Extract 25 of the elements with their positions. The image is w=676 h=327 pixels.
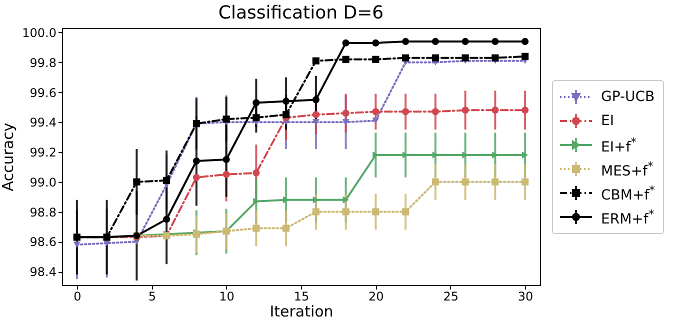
x-tick-label: 30 [518, 290, 534, 304]
x-tick-label: 15 [294, 290, 310, 304]
x-tick-label: 10 [219, 290, 234, 304]
y-tick-label: 98.6 [30, 235, 56, 250]
legend-label: ERM+f$^{*}$ [601, 206, 654, 228]
x-axis-title: Iteration [270, 302, 334, 320]
legend-label: GP-UCB [601, 89, 655, 105]
legend-label: CBM+f$^{*}$ [601, 182, 655, 204]
y-tick-label: 99.4 [30, 116, 56, 130]
legend-label: EI+f$^{*}$ [601, 134, 636, 156]
x-tick-label: 25 [443, 290, 459, 304]
x-tick-label: 0 [74, 290, 82, 304]
x-tick-label: 5 [148, 290, 156, 304]
y-tick-label: 100.0 [22, 26, 56, 40]
y-axis-title: Accuracy [0, 122, 18, 192]
y-tick-label: 99.2 [30, 146, 56, 160]
y-tick-label: 99.0 [30, 175, 56, 190]
y-tick-label: 99.8 [30, 56, 56, 70]
y-tick-label: 98.8 [30, 205, 56, 220]
legend-label: EI [601, 113, 614, 129]
legend-label: MES+f$^{*}$ [601, 158, 654, 180]
y-tick-label: 98.4 [30, 265, 56, 280]
x-tick-label: 20 [368, 290, 384, 304]
chart-title: Classification D=6 [218, 2, 384, 24]
y-tick-label: 99.6 [30, 86, 56, 100]
